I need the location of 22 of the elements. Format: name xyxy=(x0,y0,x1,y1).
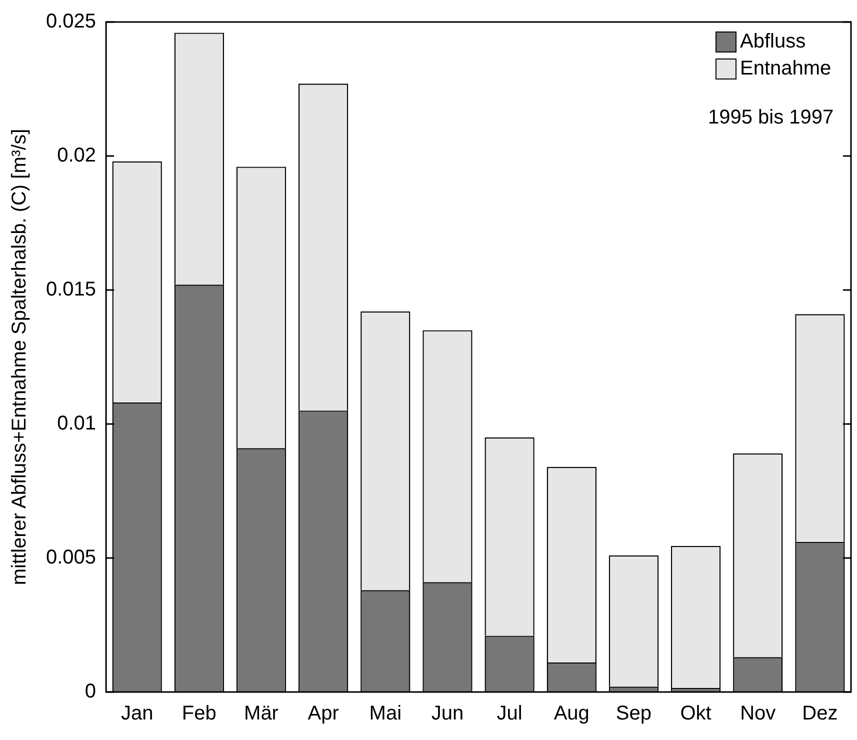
y-tick-label: 0.01 xyxy=(57,412,96,435)
x-tick-label: Aug xyxy=(554,702,590,725)
y-tick-label: 0.015 xyxy=(46,278,96,301)
x-tick-label: Mär xyxy=(244,702,279,725)
y-tick-label: 0.005 xyxy=(46,546,96,569)
x-tick-label: Feb xyxy=(182,702,216,725)
x-tick-label: Okt xyxy=(680,702,712,725)
legend-label: Abfluss xyxy=(740,30,806,53)
x-tick-label: Nov xyxy=(740,702,776,725)
annotation: 1995 bis 1997 xyxy=(708,106,834,129)
y-tick-label: 0.02 xyxy=(57,144,96,167)
y-tick-label: 0 xyxy=(84,680,96,703)
legend-label: Entnahme xyxy=(740,58,832,80)
x-tick-label: Dez xyxy=(802,702,838,725)
y-axis-title: mittlerer Abfluss+Entnahme Spalterhalsb. (C) [m³/s] xyxy=(8,128,31,586)
x-tick-label: Sep xyxy=(616,702,652,725)
y-tick-label: 0.025 xyxy=(46,10,96,33)
x-tick-label: Jul xyxy=(496,702,522,725)
x-tick-label: Jan xyxy=(120,702,154,725)
x-tick-label: Mai xyxy=(369,702,402,725)
x-tick-label: Jun xyxy=(431,702,464,725)
x-tick-label: Apr xyxy=(308,702,340,725)
